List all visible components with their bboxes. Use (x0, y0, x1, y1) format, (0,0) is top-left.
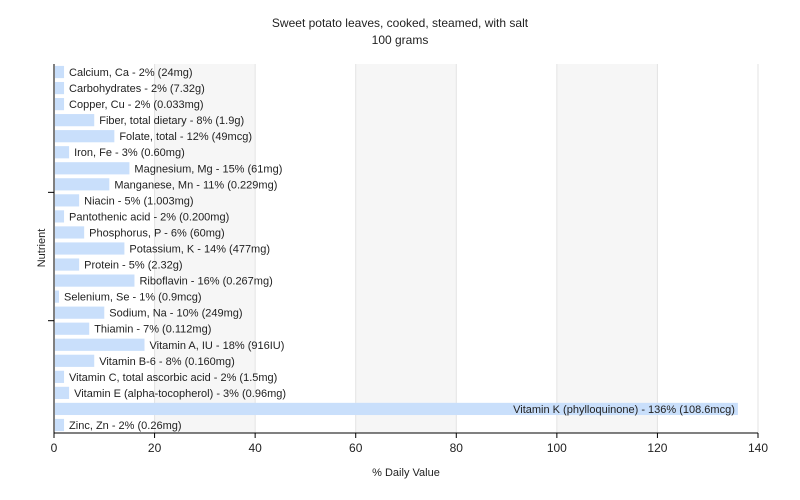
bar-label: Vitamin E (alpha-tocopherol) - 3% (0.96m… (74, 388, 286, 400)
bar (55, 210, 65, 223)
x-axis-label: % Daily Value (372, 467, 440, 479)
plot-band (657, 64, 758, 433)
bar-label: Riboflavin - 16% (0.267mg) (139, 276, 272, 288)
bar (55, 306, 105, 319)
x-tick-label: 60 (349, 441, 363, 455)
bar-label: Carbohydrates - 2% (7.32g) (69, 83, 205, 95)
bar-label: Fiber, total dietary - 8% (1.9g) (99, 115, 244, 127)
bar (55, 146, 70, 159)
x-tick-label: 40 (248, 441, 262, 455)
bar-label: Vitamin B-6 - 8% (0.160mg) (99, 356, 235, 368)
bar (55, 370, 65, 383)
bar (55, 402, 738, 416)
plot-band (355, 64, 457, 433)
bar-label: Zinc, Zn - 2% (0.26mg) (69, 420, 181, 432)
bar (55, 98, 65, 111)
bar (55, 274, 135, 287)
bar-label: Vitamin A, IU - 18% (916IU) (150, 340, 285, 352)
bar-label: Sodium, Na - 10% (249mg) (109, 308, 242, 320)
bar-label: Vitamin C, total ascorbic acid - 2% (1.5… (69, 372, 277, 384)
bar-label: Protein - 5% (2.32g) (84, 260, 182, 272)
bar-label: Calcium, Ca - 2% (24mg) (69, 67, 192, 79)
bar (55, 81, 65, 95)
bar (55, 338, 145, 351)
x-tick-label: 0 (51, 441, 58, 455)
axes (48, 64, 759, 438)
bar-label: Selenium, Se - 1% (0.9mcg) (64, 292, 202, 304)
grid-lines (154, 64, 759, 433)
bar (55, 242, 125, 255)
bar-label: Thiamin - 7% (0.112mg) (94, 324, 211, 336)
bar (55, 194, 80, 207)
plot-band (255, 64, 356, 433)
bar (55, 258, 80, 271)
bar-label: Niacin - 5% (1.003mg) (84, 195, 193, 207)
bar (55, 322, 90, 335)
bar (55, 418, 65, 432)
x-tick-label: 100 (547, 441, 567, 455)
x-tick-label: 120 (647, 441, 667, 455)
x-tick-label: 140 (748, 441, 768, 455)
x-tick-label: 80 (450, 441, 464, 455)
bars: Calcium, Ca - 2% (24mg) Carbohydrates - 2… (55, 65, 738, 432)
bar (55, 114, 95, 127)
bar-label: Iron, Fe - 3% (0.60mg) (74, 147, 185, 159)
bar (55, 226, 85, 239)
plot-band (556, 64, 658, 433)
x-tick-labels: 0 20 40 60 80 100 120 140 (51, 441, 769, 455)
bar-label: Potassium, K - 14% (477mg) (129, 244, 270, 256)
bar (55, 130, 115, 143)
plot-background (54, 64, 758, 433)
bar (55, 386, 70, 399)
bar-label: Magnesium, Mg - 15% (61mg) (134, 163, 282, 175)
plot-band (456, 64, 557, 433)
bar (55, 162, 130, 175)
bar (55, 65, 65, 79)
bar-label: Manganese, Mn - 11% (0.229mg) (114, 179, 277, 191)
x-tick-label: 20 (148, 441, 162, 455)
chart-subtitle: 100 grams (372, 33, 429, 47)
plot-band (154, 64, 256, 433)
bar (55, 354, 95, 367)
bar-label: Copper, Cu - 2% (0.033mg) (69, 99, 204, 111)
bar-label: Phosphorus, P - 6% (60mg) (89, 227, 225, 239)
bar-label: Folate, total - 12% (49mcg) (119, 131, 252, 143)
bar (55, 178, 110, 191)
bar (55, 290, 60, 303)
chart-title: Sweet potato leaves, cooked, steamed, wi… (272, 16, 529, 30)
bar-label: Pantothenic acid - 2% (0.200mg) (69, 211, 229, 223)
bar-label: Vitamin K (phylloquinone) - 136% (108.6m… (513, 404, 735, 416)
y-axis-label: Nutrient (36, 229, 48, 268)
